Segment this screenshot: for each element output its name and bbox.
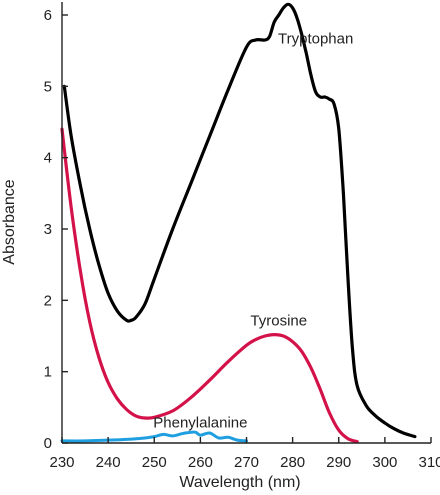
tyrosine-line xyxy=(60,127,359,444)
x-tick-label: 270 xyxy=(234,454,259,471)
tyrosine-label: Tyrosine xyxy=(250,312,307,329)
phenylalanine-label: Phenylalanine xyxy=(153,414,247,431)
x-tick-label: 280 xyxy=(280,454,305,471)
x-tick-label: 290 xyxy=(326,454,351,471)
axes xyxy=(61,2,431,444)
y-axis-title: Absorbance xyxy=(1,179,18,264)
y-tick-label: 6 xyxy=(44,7,52,24)
y-ticks: 0 1 2 3 4 5 6 xyxy=(44,7,68,452)
x-tick-label: 260 xyxy=(188,454,213,471)
x-tick-label: 300 xyxy=(372,454,397,471)
y-tick-label: 4 xyxy=(44,150,52,167)
y-tick-label: 2 xyxy=(44,292,52,309)
y-tick-label: 1 xyxy=(44,364,52,381)
x-axis-title: Wavelength (nm) xyxy=(179,474,300,491)
tryptophan-label: Tryptophan xyxy=(278,31,353,48)
series-labels: Tryptophan Tyrosine Phenylalanine xyxy=(153,31,353,432)
x-tick-label: 230 xyxy=(49,454,74,471)
y-tick-label: 0 xyxy=(44,435,52,452)
y-tick-label: 3 xyxy=(44,221,52,238)
plot-lines xyxy=(60,2,417,444)
x-ticks: 230 240 250 260 270 280 290 300 310 xyxy=(49,437,440,471)
tryptophan-line xyxy=(62,2,417,439)
x-tick-label: 250 xyxy=(142,454,167,471)
y-tick-label: 5 xyxy=(44,78,52,95)
phenylalanine-line xyxy=(60,430,248,443)
x-tick-label: 240 xyxy=(96,454,121,471)
x-tick-label: 310 xyxy=(418,454,440,471)
